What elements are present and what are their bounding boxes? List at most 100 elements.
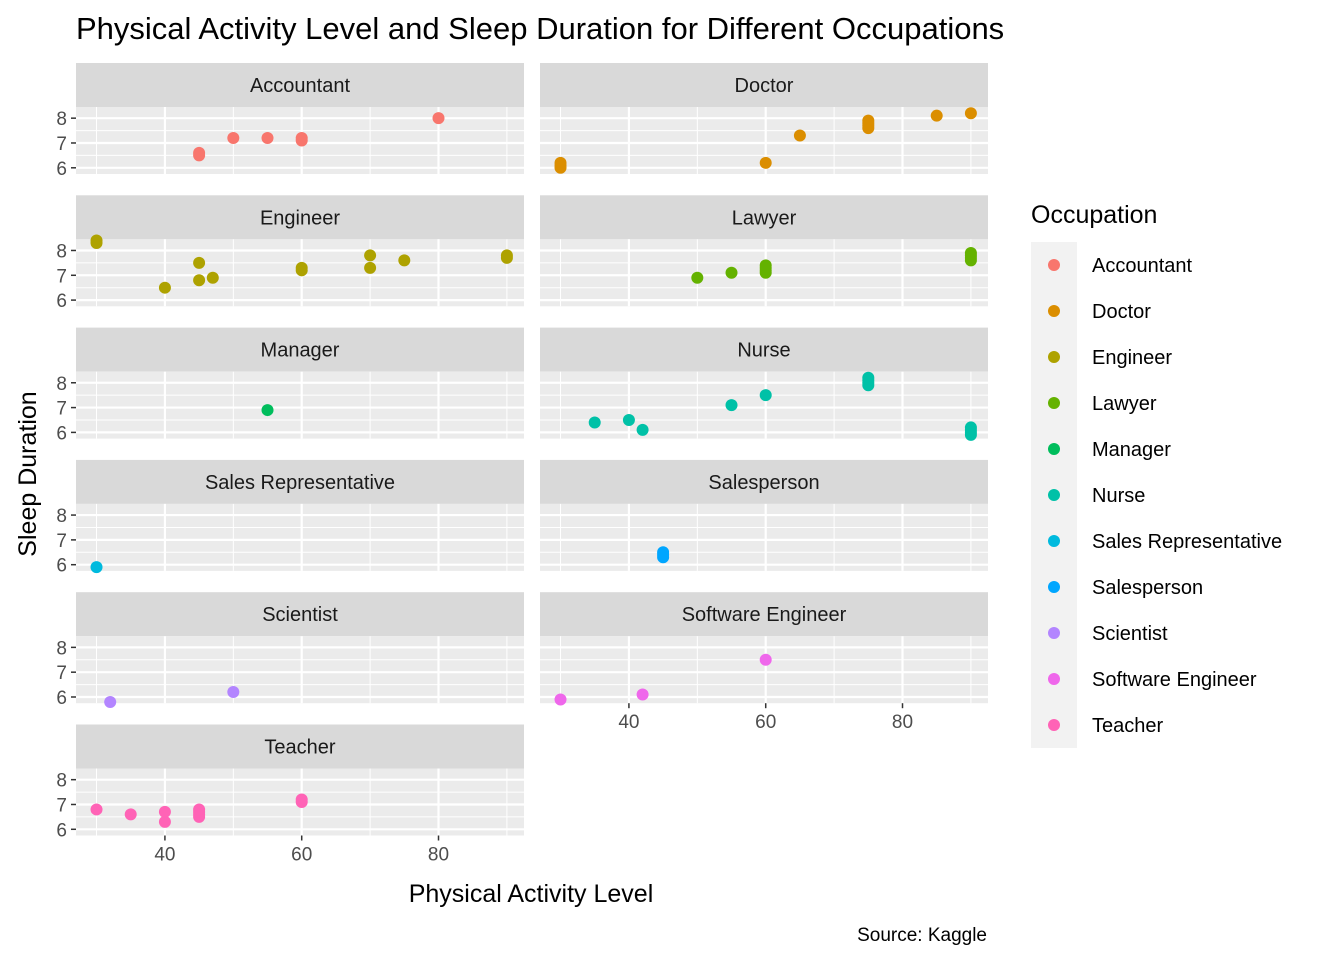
y-tick-label: 8: [56, 374, 67, 395]
data-point: [588, 416, 601, 429]
y-tick-label: 8: [56, 241, 67, 262]
y-tick-label: 6: [56, 688, 67, 709]
legend-label: Scientist: [1092, 623, 1168, 645]
legend-items: Accountant Doctor Engineer Lawyer Manager Nur…: [1048, 255, 1282, 737]
chart-title: Physical Activity Level and Sleep Durati…: [76, 11, 1004, 46]
data-point: [554, 693, 567, 706]
legend-item-scientist: Scientist: [1048, 623, 1168, 645]
data-point: [759, 259, 772, 272]
data-point: [124, 808, 137, 821]
legend-key: [1048, 397, 1060, 409]
panel-engineer: Engineer 6 7 8: [56, 195, 524, 312]
x-axis-label: Physical Activity Level: [409, 880, 654, 908]
data-point: [295, 132, 308, 145]
legend-item-nurse: Nurse: [1048, 485, 1145, 507]
y-tick-label: 8: [56, 771, 67, 792]
x-tick-label: 40: [154, 845, 175, 866]
legend-label: Salesperson: [1092, 577, 1203, 599]
y-tick-label: 7: [56, 663, 67, 684]
y-tick-label: 8: [56, 109, 67, 130]
data-point: [158, 281, 171, 294]
data-point: [759, 389, 772, 402]
legend-key: [1048, 535, 1060, 547]
legend-item-teacher: Teacher: [1048, 715, 1163, 737]
panel-background: [540, 503, 988, 571]
data-point: [636, 688, 649, 701]
panel-background: [76, 636, 524, 704]
y-tick-label: 6: [56, 423, 67, 444]
data-point: [90, 561, 103, 574]
data-point: [227, 686, 240, 699]
x-tick-label: 80: [428, 845, 449, 866]
legend-title: Occupation: [1031, 201, 1157, 229]
data-point: [295, 793, 308, 806]
legend-item-lawyer: Lawyer: [1048, 393, 1157, 415]
data-point: [725, 266, 738, 279]
data-point: [862, 114, 875, 127]
strip-background: [540, 459, 988, 504]
panel-software-engineer: Software Engineer 40 60 80: [540, 592, 988, 733]
y-tick-label: 7: [56, 134, 67, 155]
y-tick-label: 6: [56, 556, 67, 577]
panel-scientist: Scientist 6 7 8: [56, 592, 524, 709]
strip-background: [540, 327, 988, 372]
legend-key: [1048, 351, 1060, 363]
legend-label: Software Engineer: [1092, 669, 1257, 691]
legend-key: [1048, 673, 1060, 685]
x-tick-label: 60: [291, 845, 312, 866]
y-tick-label: 8: [56, 506, 67, 527]
data-point: [90, 803, 103, 816]
legend: Occupation Accountant Doctor Engineer Lawye…: [1031, 201, 1282, 748]
strip-background: [76, 724, 524, 769]
legend-item-sales-representative: Sales Representative: [1048, 531, 1282, 553]
strip-label: Lawyer: [732, 207, 797, 229]
data-point: [193, 256, 206, 269]
panel-background: [76, 503, 524, 571]
data-point: [158, 805, 171, 818]
strip-label: Engineer: [260, 207, 340, 229]
x-tick-label: 40: [618, 712, 639, 733]
strip-label: Scientist: [262, 604, 338, 626]
strip-label: Nurse: [737, 340, 790, 362]
panel-background: [76, 371, 524, 439]
data-point: [364, 249, 377, 262]
y-tick-label: 7: [56, 399, 67, 420]
legend-key: [1048, 627, 1060, 639]
panel-lawyer: Lawyer: [540, 195, 988, 307]
legend-label: Manager: [1092, 439, 1171, 461]
chart-caption: Source: Kaggle: [857, 925, 987, 946]
y-axis-label: Sleep Duration: [14, 391, 42, 556]
data-point: [554, 156, 567, 169]
legend-item-doctor: Doctor: [1048, 301, 1151, 323]
legend-item-salesperson: Salesperson: [1048, 577, 1203, 599]
x-tick-label: 80: [892, 712, 913, 733]
panel-sales-representative: Sales Representative 6 7 8: [56, 459, 524, 577]
legend-label: Teacher: [1092, 715, 1163, 737]
data-point: [964, 246, 977, 259]
legend-label: Engineer: [1092, 347, 1172, 369]
data-point: [862, 371, 875, 384]
data-point: [759, 653, 772, 666]
data-point: [622, 413, 635, 426]
legend-label: Sales Representative: [1092, 531, 1282, 553]
strip-label: Salesperson: [708, 472, 819, 494]
data-point: [725, 399, 738, 412]
legend-item-accountant: Accountant: [1048, 255, 1193, 277]
legend-item-manager: Manager: [1048, 439, 1171, 461]
data-point: [295, 261, 308, 274]
data-point: [964, 421, 977, 434]
strip-label: Sales Representative: [205, 472, 395, 494]
panel-doctor: Doctor: [540, 63, 988, 174]
strip-background: [540, 195, 988, 240]
y-tick-label: 7: [56, 795, 67, 816]
data-point: [657, 546, 670, 559]
legend-label: Nurse: [1092, 485, 1145, 507]
data-point: [500, 249, 513, 262]
y-tick-label: 6: [56, 820, 67, 841]
strip-background: [76, 327, 524, 372]
y-tick-label: 6: [56, 159, 67, 180]
legend-key: [1048, 305, 1060, 317]
y-tick-label: 7: [56, 266, 67, 287]
strip-background: [76, 195, 524, 240]
data-point: [104, 695, 117, 708]
